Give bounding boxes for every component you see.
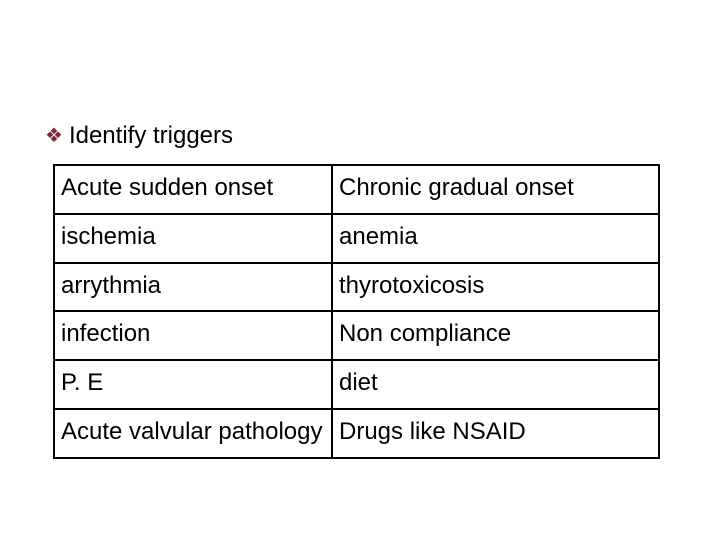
triggers-table: Acute sudden onset Chronic gradual onset…: [53, 164, 660, 459]
table-cell: diet: [332, 360, 659, 409]
table-row: arrythmia thyrotoxicosis: [54, 263, 659, 312]
table-cell: Acute valvular pathology: [54, 409, 332, 458]
table-cell: Non compliance: [332, 311, 659, 360]
table-cell: arrythmia: [54, 263, 332, 312]
bullet-text: Identify triggers: [69, 122, 233, 150]
table-row: Acute sudden onset Chronic gradual onset: [54, 165, 659, 214]
slide-page: ❖ Identify triggers Acute sudden onset C…: [0, 0, 720, 540]
table-row: ischemia anemia: [54, 214, 659, 263]
table-cell: thyrotoxicosis: [332, 263, 659, 312]
table-cell: P. E: [54, 360, 332, 409]
table-row: infection Non compliance: [54, 311, 659, 360]
table-header-cell: Acute sudden onset: [54, 165, 332, 214]
table-header-cell: Chronic gradual onset: [332, 165, 659, 214]
table-row: P. E diet: [54, 360, 659, 409]
table-cell: anemia: [332, 214, 659, 263]
table-row: Acute valvular pathology Drugs like NSAI…: [54, 409, 659, 458]
table-cell: Drugs like NSAID: [332, 409, 659, 458]
diamond-bullet-icon: ❖: [45, 126, 63, 146]
table-cell: ischemia: [54, 214, 332, 263]
bullet-item: ❖ Identify triggers: [0, 122, 720, 150]
table-cell: infection: [54, 311, 332, 360]
